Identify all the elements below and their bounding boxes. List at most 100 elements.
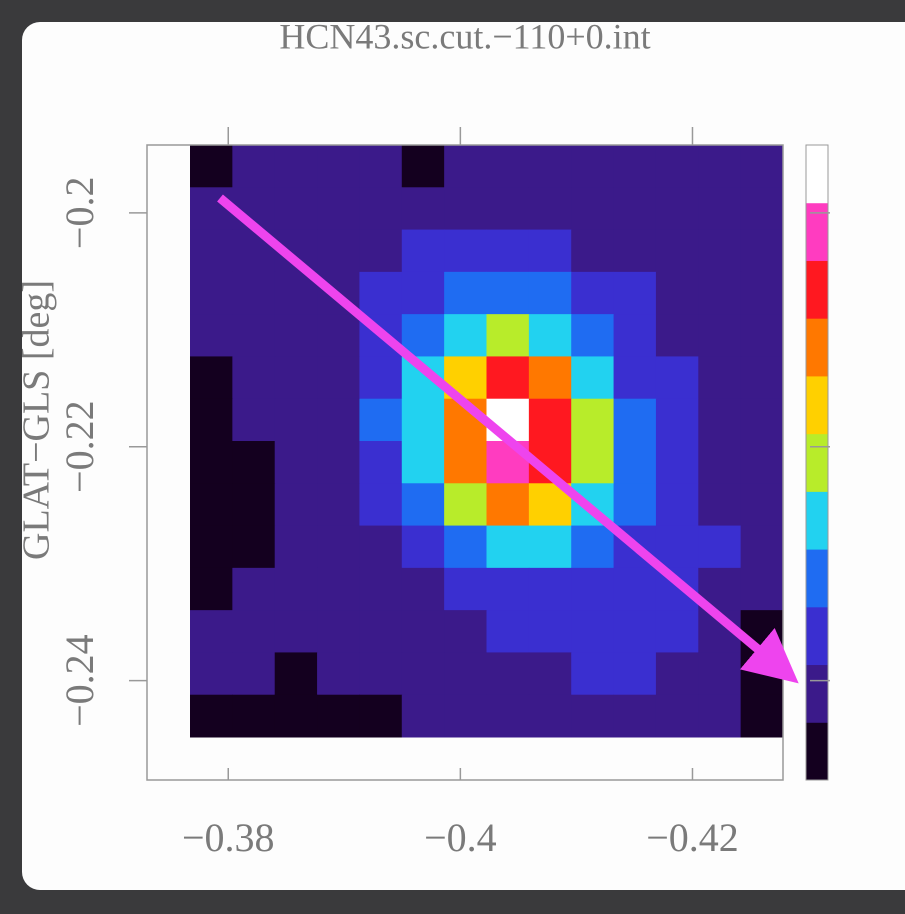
heatmap-cell [317, 187, 360, 231]
heatmap-cell [571, 356, 615, 400]
heatmap-cell [486, 145, 530, 188]
colorbar-frame [805, 144, 829, 781]
heatmap-cell [655, 694, 699, 738]
heatmap-cell [528, 610, 572, 653]
heatmap-cell [274, 525, 318, 569]
heatmap-cell [571, 652, 615, 696]
heatmap [190, 145, 784, 738]
chart-title: HCN43.sc.cut.−110+0.int [279, 16, 650, 56]
colorbar-segment [806, 606, 828, 666]
heatmap-cell [359, 187, 403, 231]
heatmap-cell [401, 652, 445, 696]
heatmap-cell [740, 694, 784, 738]
heatmap-cell [613, 567, 657, 611]
heatmap-cell [359, 483, 403, 527]
heatmap-cell [190, 610, 233, 653]
x-tick-label: −0.38 [182, 815, 275, 860]
heatmap-cell [232, 314, 276, 357]
heatmap-cell [232, 145, 276, 188]
heatmap-cell [740, 441, 784, 484]
heatmap-cell [401, 441, 445, 484]
heatmap-cell [190, 187, 233, 231]
heatmap-cell [528, 652, 572, 696]
heatmap-cell [571, 314, 615, 357]
heatmap-cell [613, 229, 657, 273]
heatmap-cell [274, 567, 318, 611]
annotation-arrow [217, 194, 799, 684]
heatmap-cell [401, 525, 445, 569]
heatmap-cell [655, 229, 699, 273]
heatmap-cell [444, 145, 487, 188]
heatmap-cell [401, 271, 445, 315]
heatmap-cell [317, 314, 360, 357]
heatmap-cell [655, 610, 699, 653]
heatmap-cell [274, 483, 318, 527]
heatmap-cell [528, 525, 572, 569]
heatmap-cell [740, 652, 784, 696]
heatmap-cell [317, 145, 360, 188]
y-tick-label: −0.2 [57, 177, 102, 250]
heatmap-cell [571, 610, 615, 653]
heatmap-cell [613, 356, 657, 400]
heatmap-cell [740, 271, 784, 315]
heatmap-cell [190, 356, 233, 400]
heatmap-cell [190, 652, 233, 696]
heatmap-cell [698, 187, 742, 231]
heatmap-cell [528, 229, 572, 273]
heatmap-cell [401, 229, 445, 273]
heatmap-cell [740, 356, 784, 400]
heatmap-cell [317, 441, 360, 484]
heatmap-cell [190, 398, 233, 442]
heatmap-cell [740, 483, 784, 527]
heatmap-cell [359, 441, 403, 484]
colorbar-segment [806, 260, 828, 319]
y-tick-label: −0.24 [57, 634, 102, 727]
heatmap-cell [571, 145, 615, 188]
heatmap-cell [359, 229, 403, 273]
heatmap-cell [740, 145, 784, 188]
heatmap-cell [190, 145, 233, 188]
heatmap-cell [740, 187, 784, 231]
colorbar-segment [806, 375, 828, 435]
colorbar-segment [806, 722, 828, 781]
heatmap-cell [190, 229, 233, 273]
heatmap-cell [359, 567, 403, 611]
heatmap-cell [444, 229, 487, 273]
heatmap-cell [698, 694, 742, 738]
heatmap-cell [528, 694, 572, 738]
heatmap-cell [698, 271, 742, 315]
heatmap-cell [655, 356, 699, 400]
colorbar-segment [806, 433, 828, 492]
heatmap-cell [444, 525, 487, 569]
heatmap-cell [613, 271, 657, 315]
heatmap-cell [232, 694, 276, 738]
x-tick-label: −0.42 [646, 815, 739, 860]
heatmap-cell [190, 525, 233, 569]
heatmap-cell [444, 483, 487, 527]
heatmap-cell [359, 271, 403, 315]
heatmap-cell [317, 229, 360, 273]
heatmap-cell [401, 398, 445, 442]
heatmap-cell [317, 610, 360, 653]
heatmap-cell [317, 694, 360, 738]
heatmap-cell [528, 145, 572, 188]
heatmap-cell [486, 567, 530, 611]
heatmap-cell [698, 398, 742, 442]
x-tick-label: −0.4 [424, 815, 497, 860]
heatmap-cell [359, 356, 403, 400]
heatmap-cell [486, 271, 530, 315]
heatmap-cell [655, 271, 699, 315]
heatmap-cell [317, 567, 360, 611]
heatmap-cell [190, 694, 233, 738]
heatmap-cell [571, 694, 615, 738]
heatmap-cell [444, 694, 487, 738]
colorbar-segment [806, 664, 828, 723]
heatmap-cell [486, 187, 530, 231]
heatmap-cell [655, 314, 699, 357]
colorbar-segment [806, 318, 828, 377]
heatmap-cell [613, 694, 657, 738]
heatmap-cell [486, 314, 530, 357]
heatmap-cell [401, 483, 445, 527]
heatmap-cell [655, 187, 699, 231]
heatmap-cell [444, 610, 487, 653]
